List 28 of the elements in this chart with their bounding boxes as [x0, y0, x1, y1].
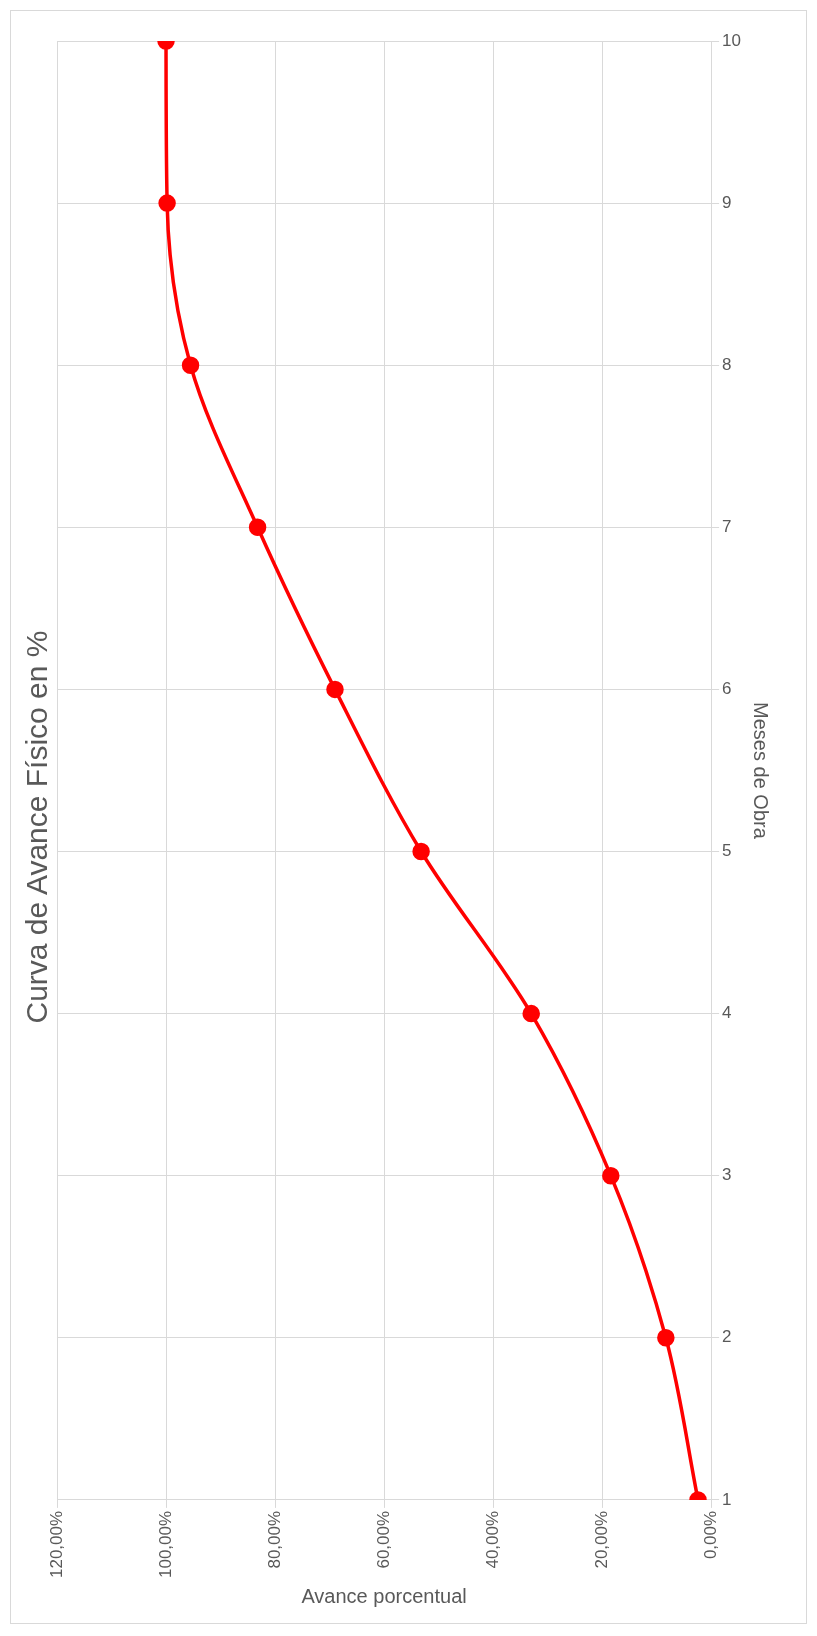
y-tick-label: 5: [722, 841, 732, 861]
y-tick-label: 4: [722, 1003, 732, 1023]
y-tick-label: 1: [722, 1489, 732, 1509]
y-tick-label: 6: [722, 679, 732, 699]
x-tick-label: 0,00%: [700, 1510, 720, 1560]
y-tick-label: 9: [722, 192, 732, 212]
x-tick-label: 60,00%: [373, 1510, 393, 1569]
y-tick-label: 2: [722, 1327, 732, 1347]
point: [657, 1329, 675, 1347]
point: [412, 842, 430, 861]
x-tick-label: 80,00%: [264, 1510, 284, 1569]
x-tick-label: 40,00%: [482, 1510, 502, 1569]
point: [326, 680, 344, 699]
y-tick-label: 8: [722, 354, 732, 374]
y-axis-title: Meses de Obra: [750, 702, 773, 840]
text: Curva de Avance Físico en %: [20, 630, 54, 1024]
x-axis-title: Avance porcentual: [301, 1584, 467, 1607]
point: [181, 356, 200, 374]
point: [602, 1166, 620, 1185]
x-tick-label: 120,00%: [46, 1510, 66, 1579]
y-tick-label: 7: [722, 516, 732, 536]
x-tick-label: 100,00%: [155, 1510, 175, 1579]
x-tick-label: 20,00%: [591, 1510, 611, 1569]
y-tick-label: 10: [722, 30, 742, 50]
point: [248, 518, 267, 537]
point: [522, 1004, 540, 1023]
point: [158, 194, 176, 212]
y-tick-label: 3: [722, 1165, 732, 1185]
